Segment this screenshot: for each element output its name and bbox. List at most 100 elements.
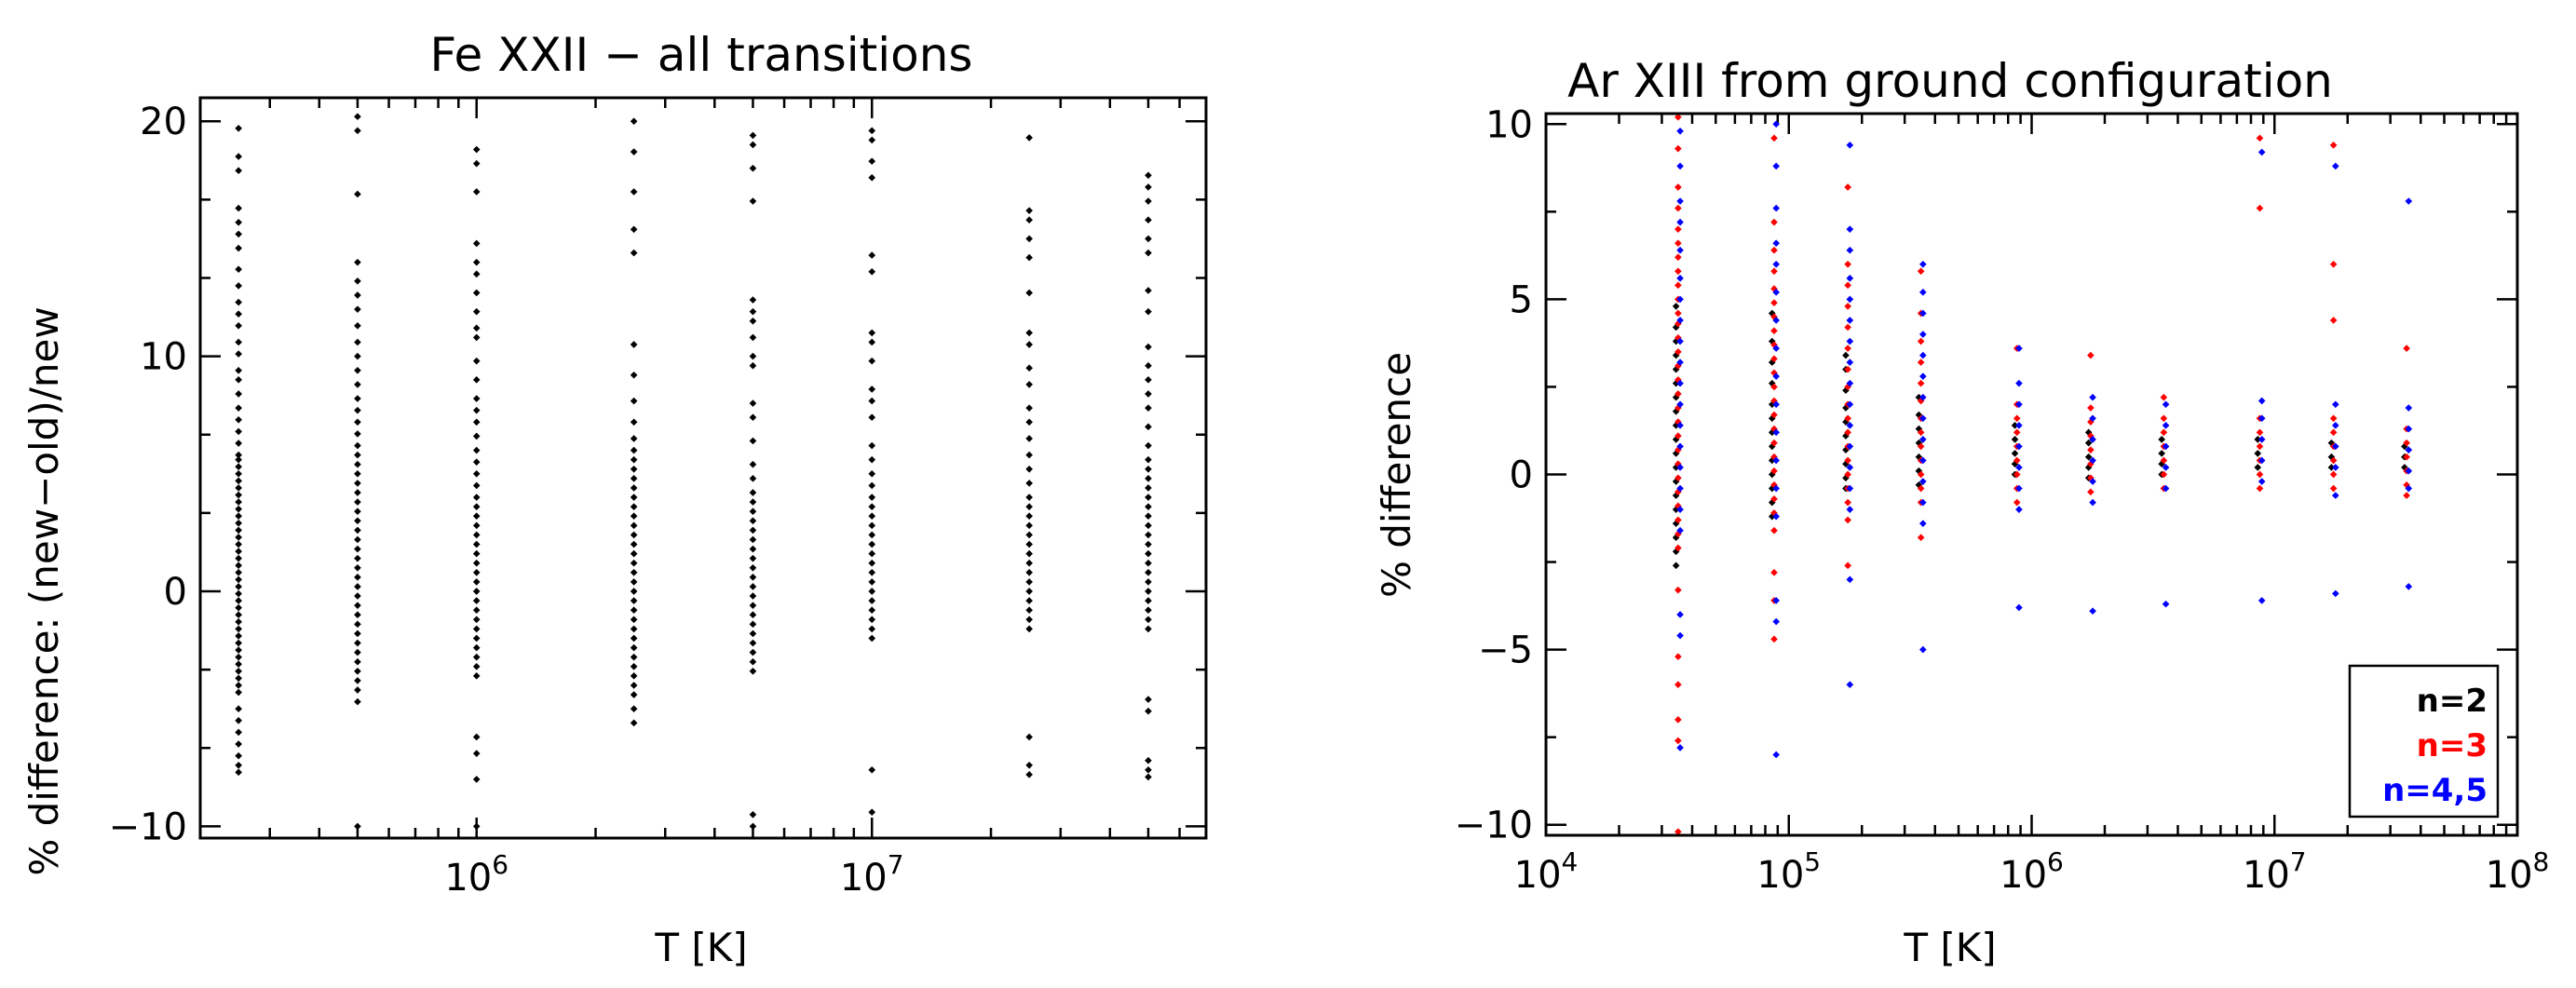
fe22-data-point	[354, 498, 361, 506]
fe22-data-point	[868, 136, 876, 144]
fe22-data-point	[1145, 540, 1152, 548]
fe22-data-point	[235, 390, 242, 398]
ar13-data-point	[1672, 303, 1680, 310]
fe22-data-point	[1145, 512, 1152, 521]
fe22-data-point	[1025, 531, 1033, 539]
ar13-data-point	[1672, 562, 1680, 570]
ar13-data-point	[1676, 127, 1684, 135]
legend-entry-n45: n=4,5	[2382, 772, 2488, 809]
fe22-data-point	[749, 333, 757, 342]
ar13-data-point	[2405, 404, 2413, 412]
fe22-data-point	[868, 568, 876, 576]
fe22-data-point	[868, 157, 876, 165]
fe22-data-point	[1145, 765, 1152, 774]
ar13-data-point	[2087, 404, 2095, 412]
ar13-data-point	[2162, 400, 2170, 409]
fe22-plot-frame	[198, 96, 1208, 840]
fe22-data-point	[868, 455, 876, 464]
fe22-data-point	[1145, 773, 1152, 781]
fe22-data-point	[630, 625, 638, 633]
fe22-data-point	[630, 682, 638, 689]
ar13-data-point	[1844, 303, 1851, 310]
ar13-data-point	[1844, 260, 1851, 268]
fe22-data-point	[630, 503, 638, 510]
ar13-plot-frame	[1544, 112, 2519, 837]
ar13-x-axis-label: T [K]	[1903, 925, 1996, 970]
fe22-data-point	[354, 554, 361, 562]
fe22-data-point	[1145, 625, 1152, 633]
ar13-data-point	[1676, 611, 1684, 618]
fe22-data-point	[472, 357, 481, 365]
fe22-data-point	[1025, 616, 1033, 624]
fe22-data-point	[472, 446, 481, 454]
fe22-data-point	[472, 469, 481, 478]
fe22-data-point	[472, 494, 481, 501]
fe22-data-point	[749, 399, 757, 407]
fe22-data-point	[472, 597, 481, 604]
fe22-data-point	[235, 440, 242, 447]
fe22-data-point	[354, 469, 361, 478]
ar13-data-point	[1674, 828, 1682, 836]
fe22-data-point	[868, 173, 876, 182]
fe22-data-point	[630, 691, 638, 698]
fe22-data-point	[235, 660, 242, 669]
fe22-data-point	[749, 563, 757, 572]
ar13-data-point	[1917, 470, 1925, 479]
fe22-data-point	[630, 705, 638, 713]
fe22-data-point	[1025, 253, 1033, 262]
ar13-data-point	[1674, 267, 1682, 276]
fe22-data-point	[1025, 503, 1033, 510]
fe22-data-point	[472, 376, 481, 384]
fe22-data-point	[1025, 329, 1033, 337]
fe22-data-point	[472, 418, 481, 426]
fe22-data-point	[1025, 540, 1033, 548]
ar13-data-point	[1918, 260, 1927, 268]
ar13-data-point	[1674, 653, 1682, 660]
fe22-data-point	[868, 481, 876, 490]
fe22-data-point	[1145, 606, 1152, 615]
ar13-data-point	[2015, 422, 2023, 429]
ar13-data-point	[2087, 488, 2095, 496]
fe22-data-point	[749, 611, 757, 619]
fe22-data-point	[630, 484, 638, 492]
ar13-data-point	[2013, 414, 2021, 423]
fe22-data-point	[472, 540, 481, 548]
ar13-data-point	[1676, 162, 1684, 170]
fe22-data-point	[749, 131, 757, 140]
ar13-data-point	[1918, 289, 1927, 296]
ar13-data-point	[2257, 436, 2266, 443]
ar13-data-point	[1918, 520, 1927, 527]
fe22-data-point	[354, 113, 361, 121]
fe22-data-point	[868, 469, 876, 478]
fe22-data-point	[354, 190, 361, 198]
fe22-data-point	[630, 188, 638, 196]
fe22-data-point	[472, 625, 481, 633]
fe22-data-point	[354, 406, 361, 414]
fe22-data-point	[472, 258, 481, 266]
fe22-data-point	[868, 578, 876, 586]
ar13-data-point	[2329, 317, 2338, 324]
fe22-data-point	[1025, 733, 1033, 741]
ar13-data-point	[2087, 446, 2095, 453]
ar13-data-point	[2329, 414, 2338, 423]
fe22-data-point	[1025, 480, 1033, 487]
ar13-data-point	[2160, 414, 2168, 423]
ar13-data-point	[2158, 450, 2165, 457]
fe22-data-point	[354, 418, 361, 426]
fe22-data-point	[235, 376, 242, 384]
fe22-axis-ticks: 106 107 −10 0 10 20	[109, 98, 1208, 900]
fe22-data-point	[235, 674, 242, 683]
fe22-data-point	[1145, 455, 1152, 464]
ar13-data-point	[1676, 246, 1684, 254]
ar13-chart: Ar XIII from ground configuration T [K] …	[1374, 54, 2549, 970]
ar13-data-point	[1918, 478, 1927, 485]
fe22-y-tick-label: 20	[140, 101, 187, 143]
fe22-data-point	[354, 381, 361, 388]
ar13-data-point	[1846, 246, 1854, 254]
ar13-data-point	[1676, 484, 1684, 493]
ar13-data-point	[1674, 281, 1682, 290]
ar13-data-point	[1846, 506, 1854, 513]
ar13-data-point	[1917, 484, 1925, 493]
fe22-data-point	[1025, 289, 1033, 297]
fe22-data-point	[235, 463, 242, 471]
